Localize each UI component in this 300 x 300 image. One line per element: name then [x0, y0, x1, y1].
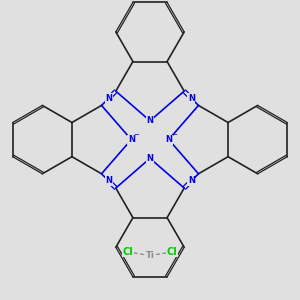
Text: N: N [105, 94, 112, 103]
Text: Ti: Ti [146, 251, 154, 260]
Text: −: − [134, 132, 140, 138]
Text: −: − [171, 132, 177, 138]
Text: N: N [188, 94, 195, 103]
Text: Cl: Cl [122, 247, 133, 257]
Text: N: N [128, 135, 135, 144]
Text: N: N [188, 176, 195, 185]
Text: N: N [165, 135, 172, 144]
Text: N: N [105, 176, 112, 185]
Text: Cl: Cl [167, 247, 178, 257]
Text: N: N [146, 154, 154, 163]
Text: N: N [146, 116, 154, 125]
